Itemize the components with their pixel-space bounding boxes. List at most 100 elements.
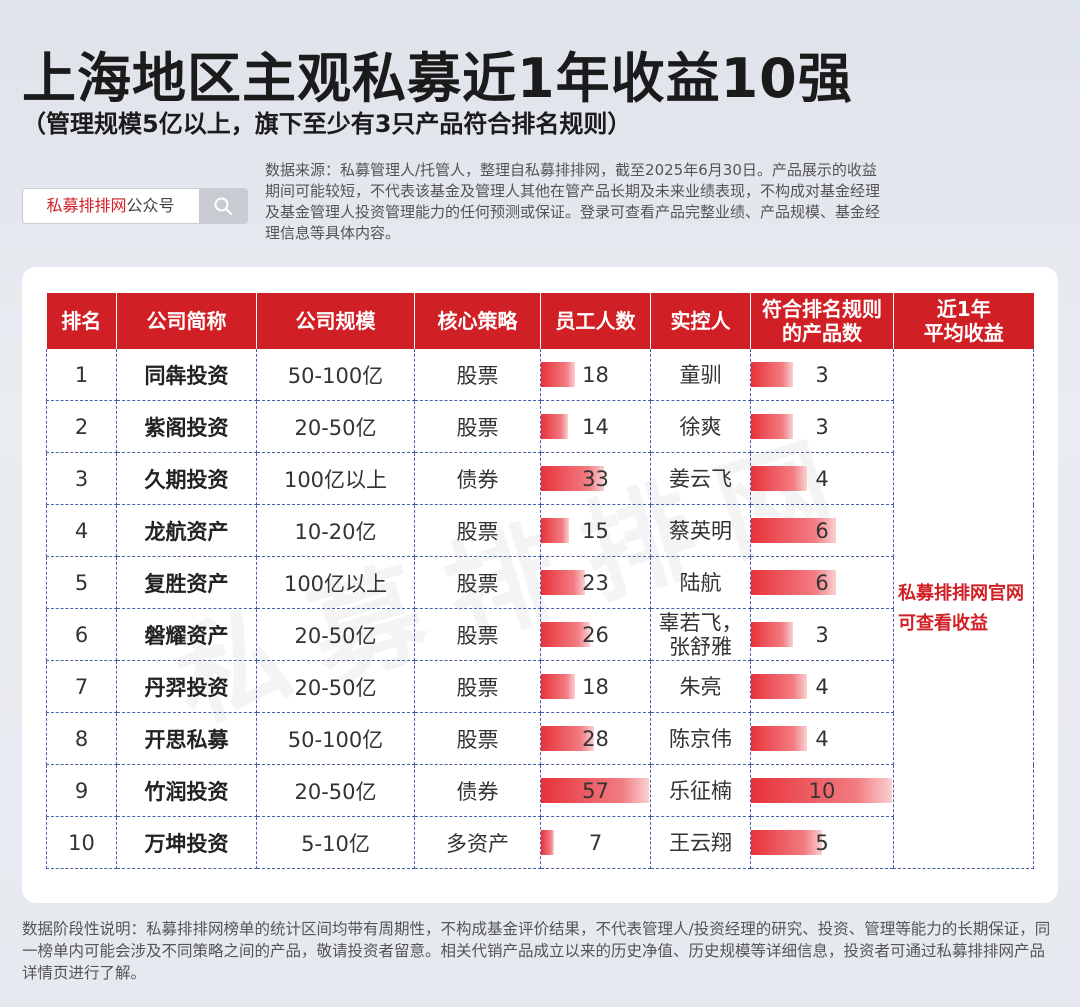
scale-cell: 20-50亿 [256,764,415,817]
rank-cell: 9 [46,764,117,817]
strategy-cell: 股票 [414,660,541,713]
company-cell: 久期投资 [116,452,257,505]
strategy-cell: 股票 [414,712,541,765]
rank-cell: 4 [46,504,117,557]
staff-cell: 18 [540,660,651,713]
strategy-cell: 股票 [414,608,541,661]
company-cell: 丹羿投资 [116,660,257,713]
staff-value: 28 [582,726,609,751]
controller-cell: 辜若飞， 张舒雅 [650,608,751,661]
products-cell: 6 [750,556,894,609]
header-scale: 公司规模 [256,293,415,349]
header-rank: 排名 [46,293,117,349]
scale-cell: 100亿以上 [256,556,415,609]
search-box[interactable]: 私募排排网公众号 [22,188,248,224]
products-value: 6 [815,570,829,595]
return-note-line1: 私募排排网官网 [898,582,1024,604]
controller-cell: 陆航 [650,556,751,609]
controller-cell: 朱亮 [650,660,751,713]
table-header-row: 排名 公司简称 公司规模 核心策略 员工人数 实控人 符合排名规则 的产品数 近1… [46,293,1034,349]
scale-cell: 20-50亿 [256,608,415,661]
header-staff: 员工人数 [540,293,651,349]
header-return: 近1年 平均收益 [893,293,1034,349]
staff-value: 26 [582,622,609,647]
strategy-cell: 多资产 [414,816,541,869]
company-cell: 同犇投资 [116,349,257,401]
products-bar [751,830,822,855]
staff-bar [541,570,585,595]
products-bar [751,778,892,803]
scale-cell: 20-50亿 [256,660,415,713]
rank-cell: 8 [46,712,117,765]
rank-cell: 3 [46,452,117,505]
table-row: 9 竹润投资 20-50亿 债券 57 乐征楠 10 [46,764,1034,817]
products-cell: 4 [750,712,894,765]
products-cell: 3 [750,608,894,661]
table-row: 2 紫阁投资 20-50亿 股票 14 徐爽 3 [46,400,1034,453]
staff-value: 18 [582,674,609,699]
staff-cell: 33 [540,452,651,505]
rank-cell: 7 [46,660,117,713]
search-brand: 私募排排网 [46,196,127,215]
return-note[interactable]: 私募排排网官网 可查看收益 [894,579,1033,639]
staff-cell: 14 [540,400,651,453]
table-row: 6 磐耀资产 20-50亿 股票 26 辜若飞， 张舒雅 3 [46,608,1034,661]
staff-bar [541,726,595,751]
scale-cell: 50-100亿 [256,712,415,765]
source-note: 数据来源：私募管理人/托管人，整理自私募排排网，截至2025年6月30日。产品展… [265,161,881,242]
staff-bar [541,622,591,647]
strategy-cell: 股票 [414,349,541,401]
strategy-cell: 股票 [414,400,541,453]
staff-value: 18 [582,362,609,387]
staff-bar [541,674,576,699]
staff-cell: 28 [540,712,651,765]
company-cell: 磐耀资产 [116,608,257,661]
staff-bar [541,362,576,387]
products-value: 3 [815,622,829,647]
rank-cell: 1 [46,349,117,401]
controller-line: 张舒雅 [669,634,732,659]
products-bar [751,414,794,439]
page-title: 上海地区主观私募近1年收益10强 [22,47,853,110]
rank-cell: 5 [46,556,117,609]
staff-cell: 57 [540,764,651,817]
products-value: 4 [815,466,829,491]
page-subtitle: （管理规模5亿以上，旗下至少有3只产品符合排名规则） [22,110,632,138]
table-row: 4 龙航资产 10-20亿 股票 15 蔡英明 6 [46,504,1034,557]
staff-cell: 7 [540,816,651,869]
footer-note: 数据阶段性说明：私募排排网榜单的统计区间均带有周期性，不构成基金评价结果，不代表… [22,920,1051,982]
header-company: 公司简称 [116,293,257,349]
products-cell: 4 [750,660,894,713]
return-cell[interactable]: 私募排排网官网 可查看收益 [893,349,1034,869]
search-button[interactable] [199,189,247,223]
products-cell: 5 [750,816,894,869]
table-row: 7 丹羿投资 20-50亿 股票 18 朱亮 4 [46,660,1034,713]
header-products-line1: 符合排名规则 [762,297,882,321]
staff-cell: 18 [540,349,651,401]
controller-cell: 王云翔 [650,816,751,869]
table-row: 3 久期投资 100亿以上 债券 33 姜云飞 4 [46,452,1034,505]
products-bar [751,622,794,647]
products-cell: 4 [750,452,894,505]
rank-cell: 10 [46,816,117,869]
ranking-table: 排名 公司简称 公司规模 核心策略 员工人数 实控人 符合排名规则 的产品数 近1… [46,293,1034,869]
controller-line: 辜若飞， [658,610,743,635]
search-label: 私募排排网公众号 [23,189,198,223]
products-cell: 10 [750,764,894,817]
products-value: 4 [815,726,829,751]
company-cell: 龙航资产 [116,504,257,557]
products-bar [751,518,836,543]
strategy-cell: 债券 [414,452,541,505]
table-row: 1 同犇投资 50-100亿 股票 18 童驯 3 私募排排网官网 可查看收益 [46,349,1034,869]
controller-cell: 陈京伟 [650,712,751,765]
products-cell: 3 [750,400,894,453]
staff-value: 7 [588,830,603,855]
products-bar [751,726,808,751]
staff-value: 57 [582,778,609,803]
staff-cell: 23 [540,556,651,609]
products-cell: 6 [750,504,894,557]
scale-cell: 50-100亿 [256,349,415,401]
products-value: 5 [815,830,829,855]
scale-cell: 10-20亿 [256,504,415,557]
scale-cell: 5-10亿 [256,816,415,869]
